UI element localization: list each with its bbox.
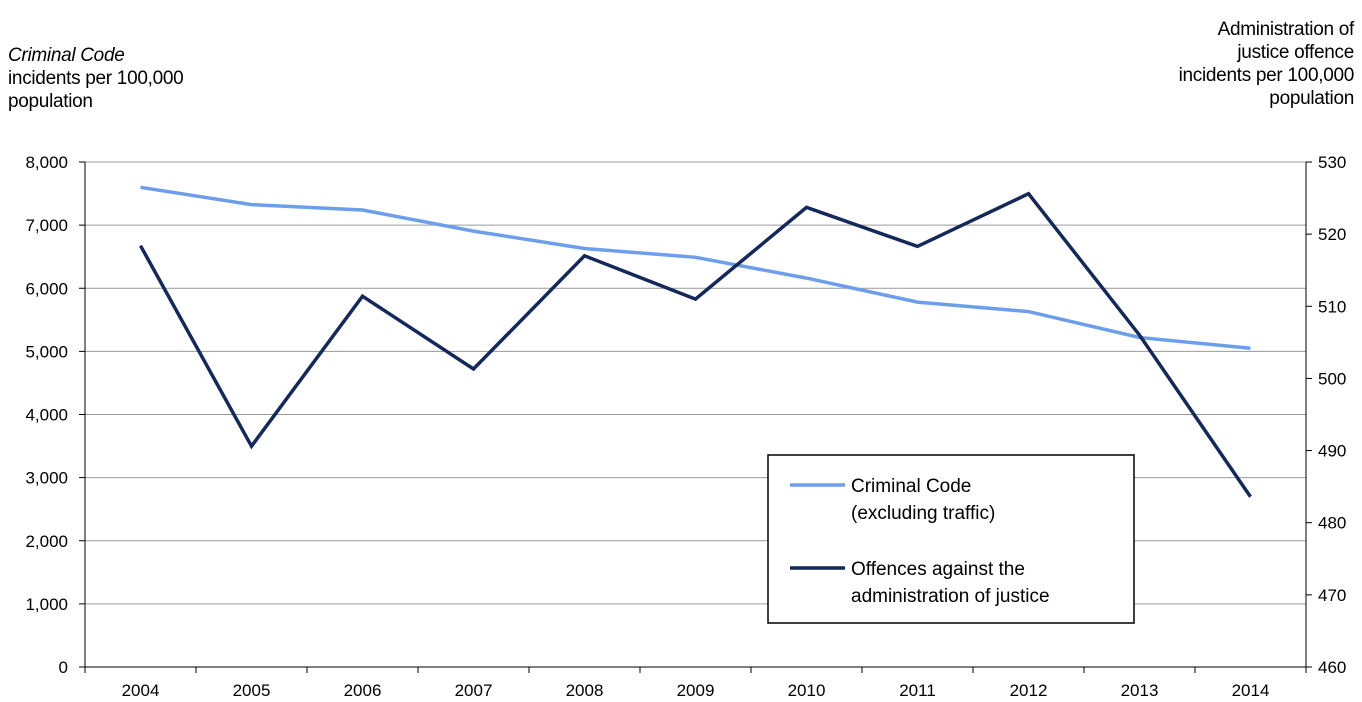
left-axis-title-rest: incidents per 100,000 population: [8, 68, 184, 112]
x-axis-tick-label: 2004: [122, 681, 160, 700]
series-line-criminal-code: [140, 185, 1251, 350]
x-axis-tick-label: 2014: [1232, 681, 1270, 700]
left-axis-tick-label: 3,000: [25, 469, 68, 488]
left-axis-tick-label: 6,000: [25, 279, 68, 298]
right-axis-title: Administration of justice offence incide…: [1178, 19, 1355, 109]
x-axis-tick-label: 2009: [677, 681, 715, 700]
left-axis-title-italic: Criminal Code: [8, 45, 125, 66]
x-axis-tick-label: 2008: [566, 681, 604, 700]
x-axis-tick-label: 2011: [899, 681, 936, 700]
legend: Criminal Code (excluding traffic) Offences…: [767, 454, 1135, 624]
left-axis-tick-label: 2,000: [25, 532, 68, 551]
x-axis-tick-label: 2010: [788, 681, 826, 700]
legend-label: Offences against the: [851, 559, 1025, 580]
left-axis-tick-label: 8,000: [25, 153, 68, 172]
x-axis-tick-label: 2005: [233, 681, 271, 700]
x-axis-tick-labels: 2004 2005 2006 2007 2008 2009 2010 2011 2012 2013…: [122, 681, 1270, 700]
right-axis-tick-label: 460: [1318, 658, 1346, 677]
right-axis-tick-label: 520: [1318, 225, 1346, 244]
left-axis-tick-label: 5,000: [25, 342, 68, 361]
right-axis-tick-label: 480: [1318, 514, 1346, 533]
x-axis-tick-label: 2013: [1121, 681, 1159, 700]
left-axis-title: Criminal Code incidents per 100,000 popul…: [8, 44, 184, 113]
x-axis-tick-label: 2012: [1010, 681, 1048, 700]
axes: [79, 161, 1312, 673]
right-axis-tick-label: 470: [1318, 586, 1346, 605]
legend-label: (excluding traffic): [851, 503, 995, 524]
series-line-administration-of-justice: [138, 191, 1252, 498]
x-axis-tick-label: 2007: [455, 681, 493, 700]
right-axis-tick-label: 500: [1318, 369, 1346, 388]
legend-label: administration of justice: [851, 586, 1050, 607]
left-axis-tick-label: 4,000: [25, 406, 68, 425]
left-axis-tick-label: 1,000: [25, 595, 68, 614]
left-axis-tick-label: 0: [59, 658, 68, 677]
left-axis-tick-label: 7,000: [25, 216, 68, 235]
right-axis-tick-label: 530: [1318, 153, 1346, 172]
legend-box: [767, 454, 1135, 624]
right-axis-tick-label: 490: [1318, 442, 1346, 461]
legend-label: Criminal Code: [851, 476, 971, 497]
right-axis-tick-label: 510: [1318, 297, 1346, 316]
series-lines: [138, 185, 1252, 498]
x-axis-tick-label: 2006: [344, 681, 382, 700]
right-axis-tick-labels: 460 470 480 490 500 510 520 530: [1318, 153, 1346, 677]
left-axis-tick-labels: 0 1,000 2,000 3,000 4,000 5,000 6,000 7,000 8,00…: [25, 153, 68, 677]
